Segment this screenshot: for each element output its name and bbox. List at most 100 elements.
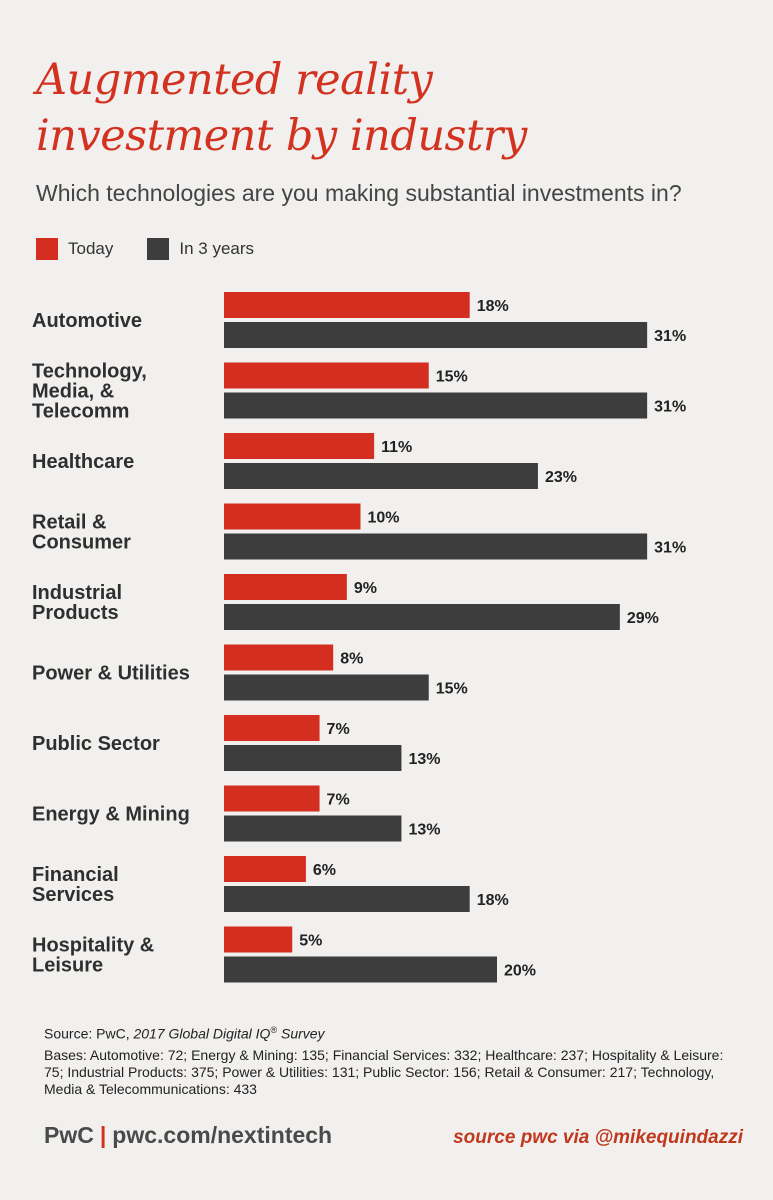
category-label-line: Energy & Mining <box>32 804 190 826</box>
data-label-in-3-years: 23% <box>545 469 577 486</box>
bar-today <box>224 292 470 318</box>
category-label-line: Public Sector <box>32 733 160 755</box>
bar-today <box>224 433 375 459</box>
category-group-industrial-products: Industrial Products 9% 29% <box>32 574 659 630</box>
data-label-today: 10% <box>368 510 400 527</box>
data-label-today: 18% <box>477 298 509 315</box>
legend-swatch-today <box>36 238 58 260</box>
data-label-in-3-years: 31% <box>654 399 686 416</box>
legend-item-today: Today <box>36 238 113 260</box>
category-label-line: Services <box>32 884 114 906</box>
title-line-1: Augmented reality <box>36 55 433 105</box>
data-label-in-3-years: 13% <box>408 822 440 839</box>
category-group-financial-services: Financial Services 6% 18% <box>32 856 509 912</box>
category-label-line: Healthcare <box>32 451 134 473</box>
data-label-in-3-years: 15% <box>436 681 468 698</box>
category-label: Automotive <box>32 310 142 332</box>
chart-title: Augmented reality investment by industry <box>36 52 756 164</box>
footer-brand: PwC | pwc.com/nextintech <box>44 1122 332 1149</box>
bar-in-3-years <box>224 533 648 560</box>
title-line-2: investment by industry <box>36 111 527 161</box>
bar-today <box>224 644 334 671</box>
bar-in-3-years <box>224 815 402 842</box>
category-label-line: Products <box>32 602 119 624</box>
category-label-line: Industrial <box>32 582 122 604</box>
category-label: Power & Utilities <box>32 663 190 685</box>
data-label-today: 11% <box>381 439 412 456</box>
category-label: Industrial Products <box>32 582 122 624</box>
data-label-in-3-years: 31% <box>654 540 686 557</box>
source-survey-suffix: Survey <box>277 1025 325 1042</box>
source-bases: Bases: Automotive: 72; Energy & Mining: … <box>44 1046 724 1097</box>
category-group-technology-media-telecomm: Technology, Media, & Telecomm 15% 31% <box>32 361 686 423</box>
data-label-today: 9% <box>354 580 377 597</box>
bar-today <box>224 715 320 741</box>
bar-in-3-years <box>224 322 648 348</box>
category-label: Public Sector <box>32 733 160 755</box>
data-label-today: 7% <box>327 721 350 738</box>
bar-today <box>224 362 429 389</box>
data-label-in-3-years: 31% <box>654 328 686 345</box>
category-label-line: Technology, <box>32 361 147 383</box>
chart-subtitle: Which technologies are you making substa… <box>36 180 682 206</box>
category-label-line: Media, & <box>32 381 114 403</box>
legend-item-in3years: In 3 years <box>147 238 254 260</box>
data-label-today: 8% <box>340 651 363 668</box>
category-label: Technology, Media, & Telecomm <box>32 361 147 423</box>
bar-in-3-years <box>224 392 648 419</box>
bar-today <box>224 574 347 600</box>
source-survey-mark: ® <box>270 1025 278 1035</box>
data-label-in-3-years: 18% <box>477 892 509 909</box>
bar-in-3-years <box>224 886 470 912</box>
data-label-today: 5% <box>299 933 322 950</box>
category-group-retail-consumer: Retail & Consumer 10% 31% <box>32 503 686 560</box>
data-label-today: 6% <box>313 862 336 879</box>
bar-today <box>224 856 306 882</box>
data-label-today: 7% <box>327 792 350 809</box>
bar-in-3-years <box>224 604 620 630</box>
category-label-line: Telecomm <box>32 401 129 423</box>
category-group-power-utilities: Power & Utilities 8% 15% <box>32 644 468 701</box>
bar-today <box>224 785 320 812</box>
category-group-public-sector: Public Sector 7% 13% <box>32 715 440 771</box>
source-survey-name: 2017 Global Digital IQ <box>133 1025 271 1042</box>
bar-in-3-years <box>224 463 538 489</box>
category-label-line: Hospitality & <box>32 935 154 957</box>
legend: Today In 3 years <box>36 236 288 262</box>
category-group-automotive: Automotive 18% 31% <box>32 292 686 348</box>
bar-in-3-years <box>224 674 429 701</box>
source-prefix: Source: PwC, <box>44 1025 134 1042</box>
bar-today <box>224 503 361 530</box>
category-label-line: Automotive <box>32 310 142 332</box>
data-label-today: 15% <box>436 369 468 386</box>
brand-url: pwc.com/nextintech <box>112 1122 333 1148</box>
category-group-healthcare: Healthcare 11% 23% <box>32 433 577 489</box>
brand-separator: | <box>99 1122 107 1148</box>
legend-label-today: Today <box>68 239 114 258</box>
category-label: Hospitality & Leisure <box>32 935 154 977</box>
category-label: Healthcare <box>32 451 134 473</box>
legend-swatch-in3years <box>147 238 170 260</box>
data-label-in-3-years: 29% <box>627 610 659 627</box>
credit-line: source pwc via @mikequindazzi <box>453 1127 743 1148</box>
category-label-line: Leisure <box>32 955 103 977</box>
category-label-line: Retail & <box>32 512 106 534</box>
data-label-in-3-years: 20% <box>504 963 536 980</box>
bar-in-3-years <box>224 956 497 983</box>
category-group-energy-mining: Energy & Mining 7% 13% <box>32 785 440 842</box>
source-note: Source: PwC, 2017 Global Digital IQ® Sur… <box>44 1022 744 1098</box>
brand-name: PwC <box>44 1122 94 1148</box>
category-label: Energy & Mining <box>32 804 190 826</box>
category-label: Retail & Consumer <box>32 512 131 554</box>
bar-in-3-years <box>224 745 402 771</box>
bar-today <box>224 926 293 953</box>
category-label-line: Financial <box>32 864 119 886</box>
category-label: Financial Services <box>32 864 119 906</box>
data-label-in-3-years: 13% <box>408 751 440 768</box>
category-label-line: Consumer <box>32 532 131 554</box>
category-label-line: Power & Utilities <box>32 663 190 685</box>
source-line: Source: PwC, 2017 Global Digital IQ® Sur… <box>44 1022 744 1043</box>
category-group-hospitality-leisure: Hospitality & Leisure 5% 20% <box>32 926 536 983</box>
legend-label-in3years: In 3 years <box>179 239 255 258</box>
